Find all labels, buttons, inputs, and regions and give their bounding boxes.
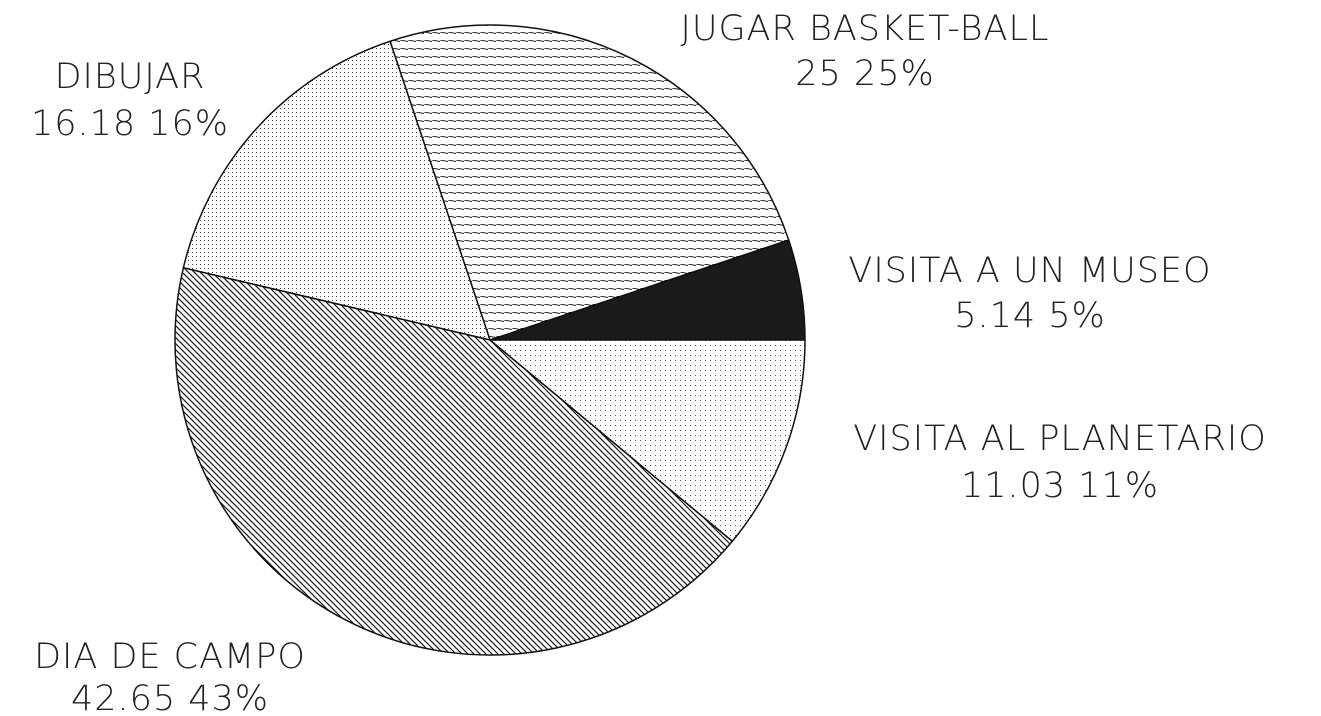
value-label: 5.14 5% [954, 296, 1106, 336]
slice-label: VISITA A UN MUSEO [848, 251, 1211, 291]
value-label: 25 25% [795, 54, 934, 94]
value-label: 16.18 16% [31, 104, 229, 144]
slice-label: DIBUJAR [55, 57, 206, 97]
slice-label: DIA DE CAMPO [34, 637, 306, 677]
pie-slice [487, 339, 806, 543]
pie-slice [174, 266, 734, 656]
pie-slice [389, 24, 790, 341]
value-label: 42.65 43% [71, 679, 269, 716]
slice-label: JUGAR BASKET-BALL [681, 9, 1050, 49]
value-label: 11.03 11% [961, 466, 1159, 506]
slice-label: VISITA AL PLANETARIO [853, 419, 1267, 459]
pie-slice [182, 40, 492, 342]
